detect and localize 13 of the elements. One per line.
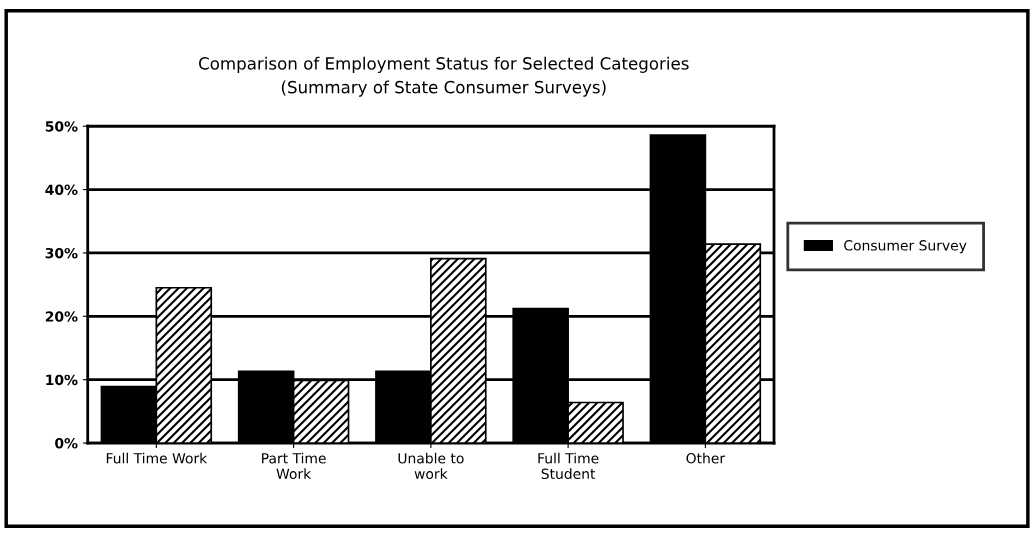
y-tick-label: 20% xyxy=(45,311,78,322)
x-tick-label: Part Time Work xyxy=(262,452,326,480)
legend-label: Consumer Survey xyxy=(844,240,967,254)
x-tick-label: Other xyxy=(686,452,726,464)
y-tick-label: 50% xyxy=(45,121,78,132)
y-tick-label: 0% xyxy=(55,437,78,449)
y-tick-label: 40% xyxy=(45,184,78,196)
x-tick-label: Unable to work xyxy=(398,452,464,480)
chart-title: Comparison of Employment Status for Selected Categories (Summary of State Consumer Surveys) xyxy=(199,56,689,97)
y-tick-label: 30% xyxy=(45,247,78,259)
x-tick-label: Full Time Student xyxy=(538,452,599,480)
y-tick-label: 10% xyxy=(46,374,78,386)
x-tick-label: Full Time Work xyxy=(106,452,208,464)
